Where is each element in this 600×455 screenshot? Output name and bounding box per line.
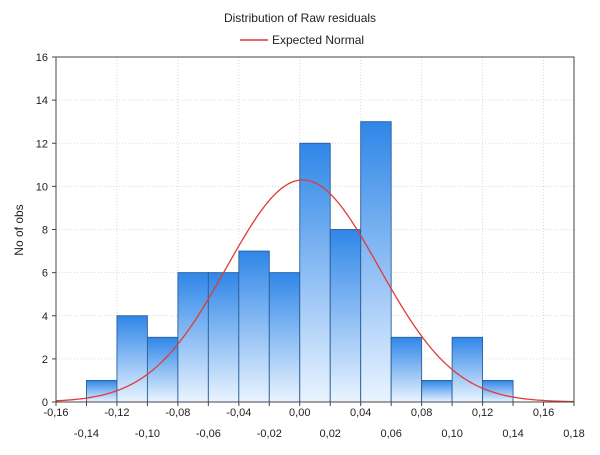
histogram-bar — [268, 272, 301, 403]
x-tick-label-bottom: -0,02 — [257, 428, 282, 440]
histogram-bar — [329, 229, 362, 403]
y-axis-label: No of obs — [12, 204, 26, 255]
normal-curve-layer — [55, 179, 575, 403]
histogram-bar — [299, 142, 331, 403]
x-tick-label-top: -0,16 — [43, 407, 68, 419]
x-tick-label-bottom: -0,10 — [135, 428, 160, 440]
x-tick-label-bottom: -0,14 — [74, 428, 99, 440]
x-tick-label-bottom: 0,10 — [441, 428, 462, 440]
x-tick-label-top: -0,04 — [226, 407, 251, 419]
y-tick-label: 2 — [42, 354, 48, 366]
legend-label-expected-normal: Expected Normal — [272, 33, 364, 47]
x-axis-ticks: -0,16 -0,12 -0,08 -0,04 0,00 0,04 0,08 0,12 0,16… — [43, 402, 585, 440]
legend: Expected Normal — [240, 33, 364, 47]
y-tick-label: 10 — [36, 181, 48, 193]
y-tick-label: 12 — [36, 138, 48, 150]
x-tick-label-bottom: -0,06 — [196, 428, 221, 440]
histogram-bar — [390, 336, 423, 403]
x-tick-label-top: -0,12 — [104, 407, 129, 419]
y-tick-label: 6 — [42, 268, 48, 280]
y-tick-label: 0 — [42, 397, 48, 409]
x-tick-label-bottom: 0,02 — [320, 428, 341, 440]
histogram-bars — [86, 121, 514, 403]
histogram-bar — [482, 379, 514, 403]
x-tick-label-bottom: 0,14 — [502, 428, 523, 440]
x-tick-label-top: 0,00 — [289, 407, 310, 419]
histogram-bar — [238, 250, 270, 403]
x-tick-label-top: 0,16 — [533, 407, 554, 419]
histogram-bar — [451, 336, 484, 403]
histogram-bar — [146, 336, 179, 403]
x-tick-label-top: 0,12 — [472, 407, 493, 419]
x-tick-label-top: 0,08 — [411, 407, 432, 419]
histogram-bar — [86, 379, 118, 403]
x-tick-label-top: -0,08 — [165, 407, 190, 419]
y-tick-label: 16 — [36, 52, 48, 64]
y-tick-label: 14 — [36, 95, 48, 107]
y-axis-ticks: 0 2 4 6 8 10 12 14 16 — [36, 52, 56, 409]
x-tick-label-top: 0,04 — [350, 407, 371, 419]
chart-title: Distribution of Raw residuals — [224, 11, 376, 25]
histogram-bar — [421, 379, 453, 403]
x-tick-label-bottom: 0,18 — [563, 428, 584, 440]
expected-normal-curve — [55, 179, 575, 403]
y-tick-label: 8 — [42, 225, 48, 237]
y-tick-label: 4 — [42, 311, 48, 323]
x-tick-label-bottom: 0,06 — [380, 428, 401, 440]
